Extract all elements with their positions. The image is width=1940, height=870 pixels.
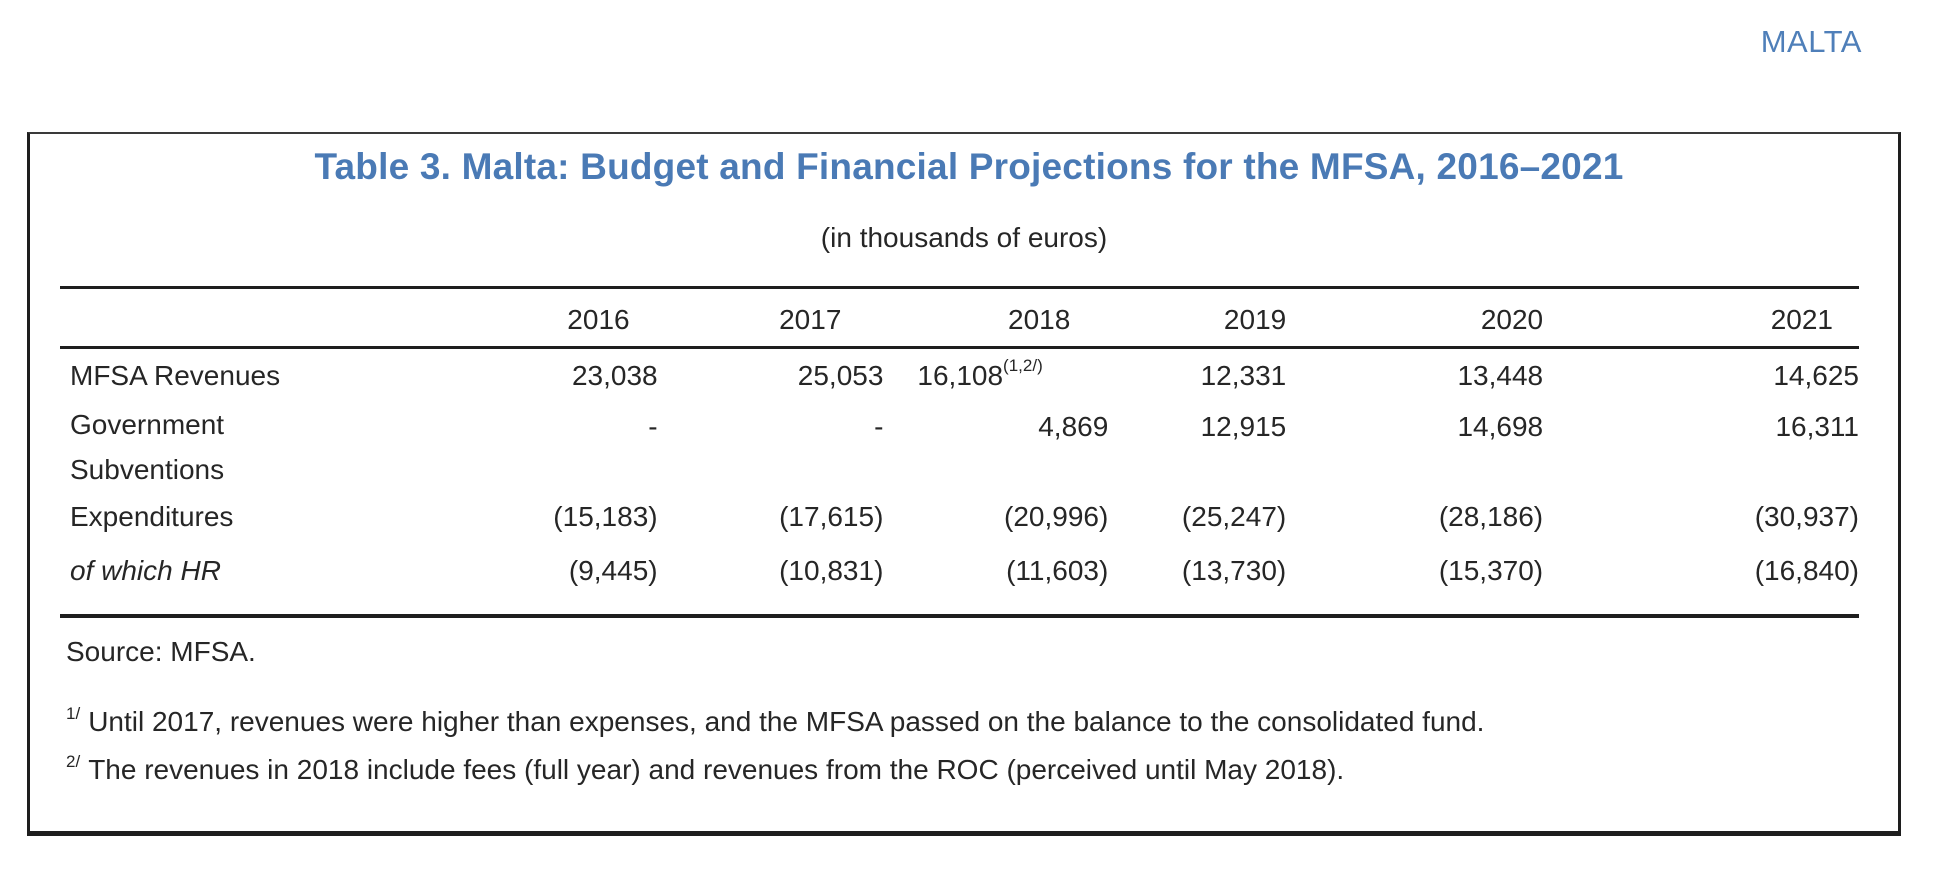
table-cell: (20,996)	[1004, 501, 1109, 532]
column-header-year: 2016	[567, 303, 630, 335]
row-label: of which HR	[70, 555, 221, 586]
table-cell: (10,831)	[779, 555, 884, 586]
table-frame: Table 3. Malta: Budget and Financial Pro…	[27, 132, 1901, 836]
table-cell: (9,445)	[568, 555, 658, 586]
table-cell: 14,698	[1457, 411, 1544, 442]
table-row-of-which-hr: of which HR (9,445) (10,831) (11,603) (1…	[60, 546, 1859, 600]
column-header-year: 2017	[779, 303, 842, 335]
table-row-mfsa-revenues: MFSA Revenues 23,038 25,053 16,108(1,2/)…	[60, 348, 1859, 402]
column-header-year: 2020	[1480, 303, 1544, 335]
column-header-label	[60, 289, 500, 348]
table-cell: 12,915	[1200, 411, 1287, 442]
table-header-rule	[60, 346, 1859, 349]
table-cell: 25,053	[797, 360, 884, 391]
budget-table: 2016 2017 2018 2019 2020 2021 MFSA Reven…	[60, 289, 1859, 600]
cell-value: 16,108	[917, 360, 1004, 391]
table-cell: (17,615)	[779, 501, 884, 532]
table-cell: (11,603)	[1006, 555, 1109, 586]
table-cell: 12,331	[1200, 360, 1287, 391]
table-cell-with-footnote: 16,108(1,2/)	[883, 348, 1128, 402]
footnote-text: Until 2017, revenues were higher than ex…	[88, 706, 1485, 737]
table-cell: (28,186)	[1438, 501, 1544, 532]
table-cell: 16,311	[1775, 411, 1859, 442]
footnote-mark: 1/	[66, 704, 81, 723]
table-cell: 23,038	[571, 360, 658, 391]
table-cell: (15,183)	[553, 501, 658, 532]
table-cell: (15,370)	[1438, 555, 1544, 586]
table-bottom-rule	[60, 614, 1859, 618]
column-header-year: 2018	[1008, 303, 1071, 335]
table-title: Table 3. Malta: Budget and Financial Pro…	[314, 146, 1624, 187]
table-cell: 4,869	[1038, 411, 1109, 442]
table-top-rule	[60, 286, 1859, 289]
table-cell: 14,625	[1773, 360, 1859, 391]
running-head-country: MALTA	[1760, 24, 1862, 59]
table-cell: 13,448	[1457, 360, 1544, 391]
table-header-row: 2016 2017 2018 2019 2020 2021	[60, 289, 1859, 348]
row-label: Government Subventions	[60, 402, 500, 492]
column-header-year: 2021	[1770, 303, 1833, 335]
footnote-reference: (1,2/)	[1003, 356, 1043, 375]
table-cell: -	[874, 411, 884, 442]
column-header-year: 2019	[1223, 303, 1287, 335]
row-label-line: Government	[70, 409, 225, 440]
footnote-1: 1/Until 2017, revenues were higher than …	[66, 704, 1485, 738]
row-label-line: Subventions	[70, 454, 225, 485]
table-row-expenditures: Expenditures (15,183) (17,615) (20,996) …	[60, 492, 1859, 546]
footnote-2: 2/The revenues in 2018 include fees (ful…	[66, 752, 1345, 786]
footnote-text: The revenues in 2018 include fees (full …	[88, 754, 1345, 785]
table-cell: -	[648, 411, 658, 442]
table-cell: (25,247)	[1181, 501, 1287, 532]
table-cell: (16,840)	[1754, 555, 1859, 586]
table-subtitle: (in thousands of euros)	[820, 222, 1108, 253]
footnote-mark: 2/	[66, 752, 81, 771]
table-cell: (13,730)	[1181, 555, 1287, 586]
row-label: Expenditures	[70, 501, 234, 532]
row-label: MFSA Revenues	[70, 360, 281, 391]
table-row-government-subventions: Government Subventions - - 4,869 12,915 1…	[60, 402, 1859, 492]
table-cell: (30,937)	[1754, 501, 1859, 532]
table-source-note: Source: MFSA.	[66, 636, 256, 667]
